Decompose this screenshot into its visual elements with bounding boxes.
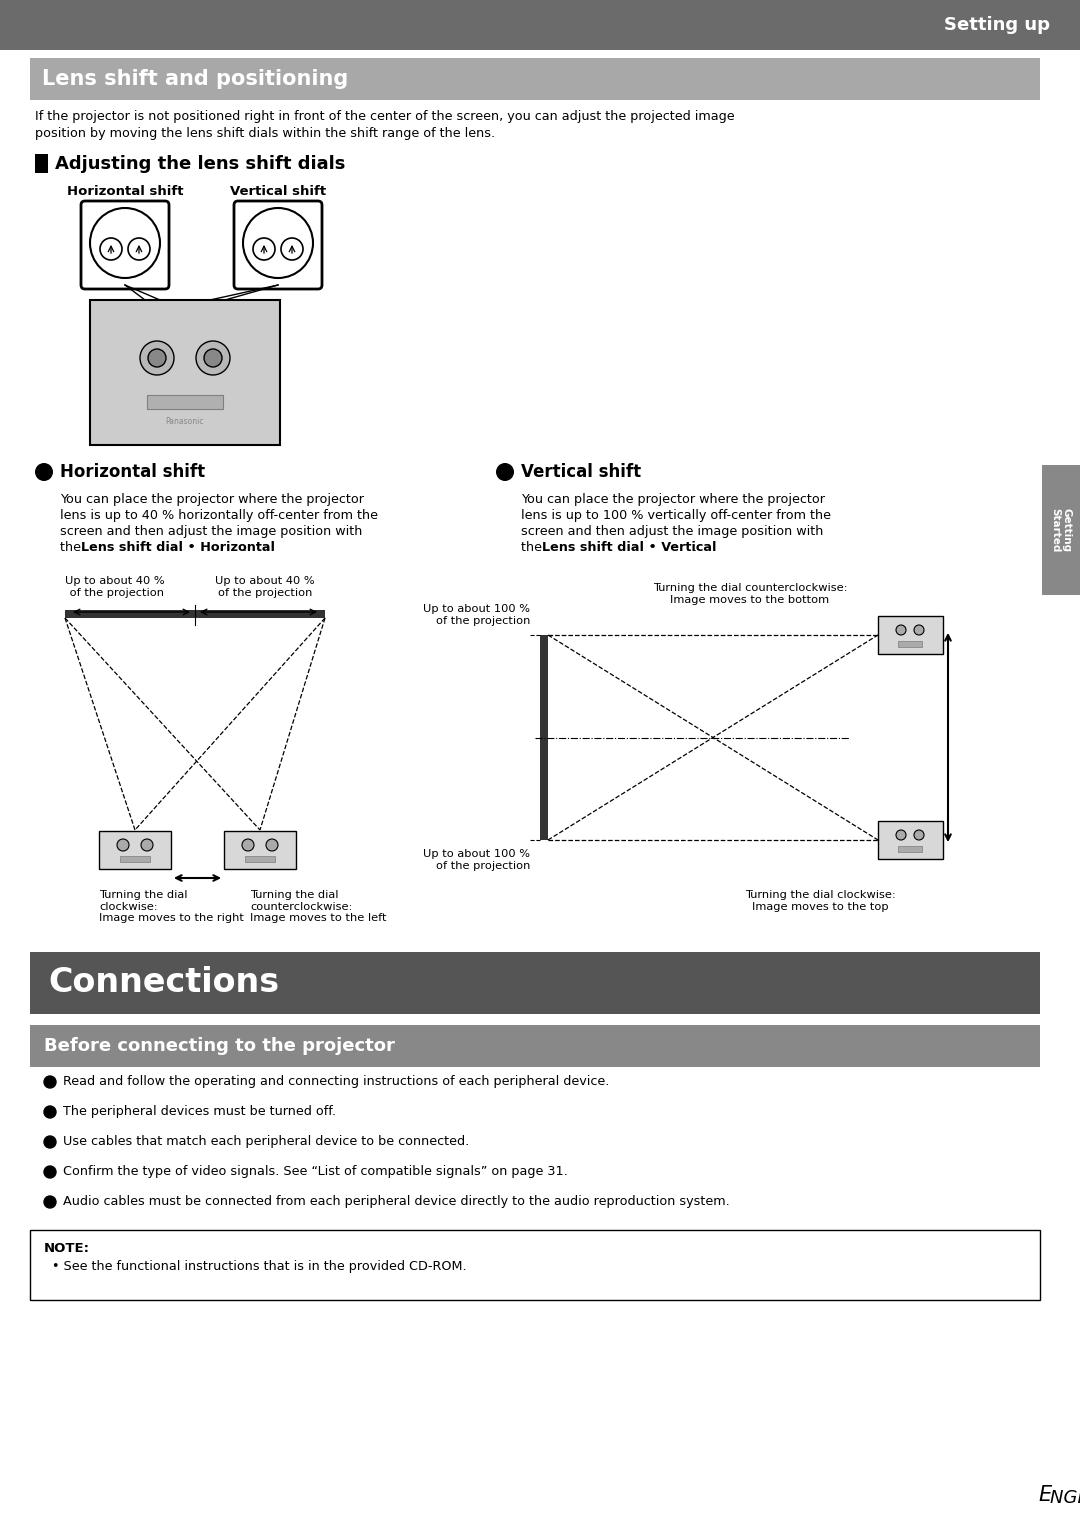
Circle shape	[281, 238, 303, 260]
Text: Turning the dial counterclockwise:
Image moves to the bottom: Turning the dial counterclockwise: Image…	[652, 583, 847, 605]
Text: Horizontal shift: Horizontal shift	[60, 463, 205, 481]
Ellipse shape	[90, 208, 160, 278]
Circle shape	[129, 238, 150, 260]
Text: Setting up: Setting up	[944, 15, 1050, 34]
Circle shape	[100, 238, 122, 260]
Bar	[147, 395, 222, 409]
Circle shape	[496, 463, 514, 481]
Circle shape	[117, 838, 129, 851]
Circle shape	[44, 1167, 56, 1177]
Bar	[90, 299, 280, 444]
Circle shape	[44, 1106, 56, 1118]
Bar	[30, 951, 1040, 1014]
Bar	[30, 1025, 1040, 1067]
Text: Turning the dial clockwise:
Image moves to the top: Turning the dial clockwise: Image moves …	[744, 890, 895, 912]
Bar	[897, 846, 922, 852]
Circle shape	[148, 350, 166, 366]
Text: screen and then adjust the image position with: screen and then adjust the image positio…	[60, 525, 363, 538]
Text: Vertical shift: Vertical shift	[521, 463, 642, 481]
Text: Up to about 40 %
of the projection: Up to about 40 % of the projection	[215, 576, 314, 599]
Text: lens is up to 40 % horizontally off-center from the: lens is up to 40 % horizontally off-cent…	[60, 508, 378, 522]
Text: You can place the projector where the projector: You can place the projector where the pr…	[521, 493, 825, 505]
Circle shape	[896, 831, 906, 840]
FancyBboxPatch shape	[81, 202, 168, 289]
Text: Vertical shift: Vertical shift	[230, 185, 326, 199]
Text: NGLISH - 15: NGLISH - 15	[1050, 1489, 1080, 1507]
Text: Lens shift and positioning: Lens shift and positioning	[42, 69, 348, 89]
Bar	[245, 857, 275, 863]
Text: the: the	[60, 541, 85, 554]
Circle shape	[44, 1136, 56, 1148]
Text: Getting
Started: Getting Started	[1050, 508, 1071, 553]
FancyBboxPatch shape	[234, 202, 322, 289]
Circle shape	[141, 838, 153, 851]
Bar	[878, 615, 943, 654]
Text: Before connecting to the projector: Before connecting to the projector	[44, 1037, 395, 1055]
Text: Connections: Connections	[48, 967, 279, 1000]
Bar	[99, 831, 171, 869]
Bar	[1042, 466, 1080, 596]
Text: Use cables that match each peripheral device to be connected.: Use cables that match each peripheral de…	[63, 1136, 469, 1148]
Text: Lens shift dial • Vertical: Lens shift dial • Vertical	[541, 541, 716, 554]
Text: • See the functional instructions that is in the provided CD-ROM.: • See the functional instructions that i…	[52, 1260, 467, 1274]
Circle shape	[896, 625, 906, 635]
Text: Panasonic: Panasonic	[165, 417, 204, 426]
Circle shape	[195, 341, 230, 376]
Text: lens is up to 100 % vertically off-center from the: lens is up to 100 % vertically off-cente…	[521, 508, 831, 522]
Bar	[0, 0, 1080, 50]
Circle shape	[914, 625, 924, 635]
Circle shape	[253, 238, 275, 260]
Text: Turning the dial
clockwise:
Image moves to the right: Turning the dial clockwise: Image moves …	[99, 890, 244, 924]
Text: Up to about 40 %
 of the projection: Up to about 40 % of the projection	[65, 576, 165, 599]
Circle shape	[140, 341, 174, 376]
Circle shape	[242, 838, 254, 851]
Bar	[30, 58, 1040, 99]
Text: If the projector is not positioned right in front of the center of the screen, y: If the projector is not positioned right…	[35, 110, 734, 140]
Text: The peripheral devices must be turned off.: The peripheral devices must be turned of…	[63, 1106, 336, 1118]
Text: .: .	[243, 541, 247, 554]
Circle shape	[204, 350, 222, 366]
Text: screen and then adjust the image position with: screen and then adjust the image positio…	[521, 525, 823, 538]
Text: Turning the dial
counterclockwise:
Image moves to the left: Turning the dial counterclockwise: Image…	[249, 890, 387, 924]
Text: Horizontal shift: Horizontal shift	[67, 185, 184, 199]
Bar	[878, 822, 943, 860]
Bar	[30, 1231, 1040, 1299]
Text: .: .	[692, 541, 697, 554]
Bar	[897, 641, 922, 647]
Text: Adjusting the lens shift dials: Adjusting the lens shift dials	[55, 156, 346, 173]
Text: Up to about 100 %
of the projection: Up to about 100 % of the projection	[423, 849, 530, 870]
Text: Audio cables must be connected from each peripheral device directly to the audio: Audio cables must be connected from each…	[63, 1196, 730, 1208]
Circle shape	[914, 831, 924, 840]
Text: NOTE:: NOTE:	[44, 1241, 90, 1255]
Text: Up to about 100 %
of the projection: Up to about 100 % of the projection	[423, 605, 530, 626]
Text: Lens shift dial • Horizontal: Lens shift dial • Horizontal	[81, 541, 274, 554]
Circle shape	[266, 838, 278, 851]
Bar	[540, 635, 548, 840]
Bar	[35, 154, 48, 173]
Text: Confirm the type of video signals. See “List of compatible signals” on page 31.: Confirm the type of video signals. See “…	[63, 1165, 568, 1179]
Bar	[65, 609, 325, 618]
Text: You can place the projector where the projector: You can place the projector where the pr…	[60, 493, 364, 505]
Ellipse shape	[243, 208, 313, 278]
Text: Read and follow the operating and connecting instructions of each peripheral dev: Read and follow the operating and connec…	[63, 1075, 609, 1089]
Circle shape	[44, 1077, 56, 1089]
Text: the: the	[521, 541, 546, 554]
Bar	[224, 831, 296, 869]
Circle shape	[44, 1196, 56, 1208]
Text: E: E	[1038, 1484, 1051, 1506]
Bar	[120, 857, 150, 863]
Circle shape	[35, 463, 53, 481]
